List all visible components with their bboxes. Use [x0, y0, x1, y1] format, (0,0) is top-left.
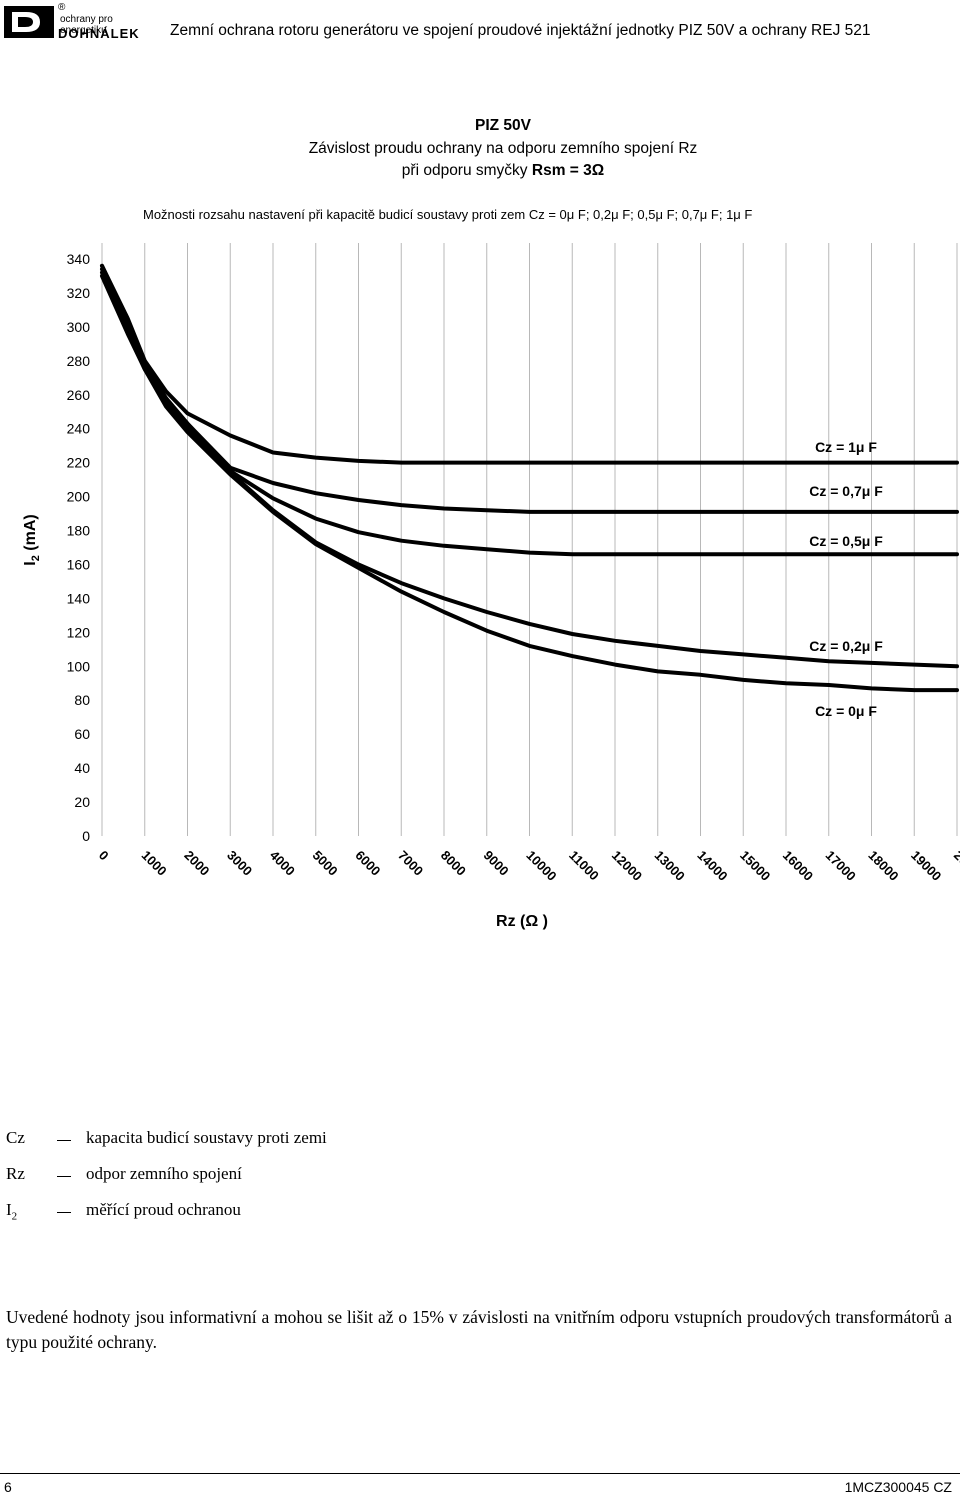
- series-label: Cz = 0,7μ F: [809, 483, 883, 499]
- document-title: Zemní ochrana rotoru generátoru ve spoje…: [170, 22, 871, 39]
- x-axis-label: Rz (Ω ): [496, 913, 548, 930]
- document-code: 1MCZ300045 CZ: [844, 1479, 952, 1495]
- logo-registered-mark: ®: [58, 2, 66, 13]
- x-tick-label: 0: [96, 848, 112, 864]
- page-number: 6: [4, 1479, 12, 1495]
- chart-x-ticks: 0 1000 2000 3000 4000 5000 6000 7000 8000 9000 100…: [96, 848, 960, 884]
- chart-y-ticks: 0 20 40 60 80 100 120 140 160 180 200 220 240 260 280 3…: [67, 251, 91, 844]
- chart-title-line1: PIZ 50V: [475, 117, 531, 134]
- y-tick-label: 120: [67, 624, 91, 640]
- x-tick-label: 18000: [865, 848, 901, 884]
- logo-tagline: ochrany pro energetiku: [60, 14, 113, 36]
- x-tick-label: 20000: [951, 848, 960, 884]
- disclaimer-note: Uvedené hodnoty jsou informativní a moho…: [6, 1307, 952, 1352]
- x-tick-label: 13000: [652, 848, 688, 884]
- x-tick-label: 12000: [609, 848, 645, 884]
- chart-title-line3-prefix: při odporu smyčky: [401, 162, 532, 179]
- chart-subtitle: Možnosti rozsahu nastavení při kapacitě …: [143, 207, 753, 222]
- logo-mark-icon: [4, 6, 54, 38]
- series-label: Cz = 0,5μ F: [809, 533, 883, 549]
- series-line: [100, 263, 959, 465]
- series-label: Cz = 0,2μ F: [809, 638, 883, 654]
- x-tick-label: 16000: [780, 848, 816, 884]
- y-tick-label: 160: [67, 556, 91, 572]
- chart-svg: Cz = 1μ F Cz = 0,7μ F Cz = 0,5μ F Cz = 0,2μ…: [22, 243, 960, 930]
- x-tick-label: 8000: [438, 848, 469, 879]
- legend-symbol-i2: I2: [6, 1200, 18, 1223]
- legend-symbol-cz: Cz: [6, 1128, 25, 1147]
- chart-series: [100, 263, 959, 693]
- footer-divider: [0, 1473, 960, 1474]
- company-logo: ® ochrany pro energetiku DOHNÁLEK: [4, 2, 154, 42]
- y-tick-label: 180: [67, 523, 91, 539]
- x-tick-label: 1000: [139, 848, 170, 879]
- chart-title-line3-bold: Rsm = 3Ω: [531, 162, 605, 179]
- series-label: Cz = 1μ F: [815, 439, 877, 455]
- y-tick-label: 260: [67, 387, 91, 403]
- y-tick-label: 80: [74, 692, 90, 708]
- y-tick-label: 220: [67, 455, 91, 471]
- x-tick-label: 7000: [395, 848, 426, 879]
- y-tick-label: 240: [67, 421, 91, 437]
- logo-brand: DOHNÁLEK: [58, 26, 140, 41]
- x-tick-label: 5000: [310, 848, 341, 879]
- x-tick-label: 9000: [481, 848, 512, 879]
- y-axis-label: I2 (mA): [22, 514, 42, 565]
- y-tick-label: 0: [82, 828, 90, 844]
- series-line: [100, 274, 959, 693]
- chart-title-line3: při odporu smyčky Rsm = 3Ω: [0, 162, 960, 180]
- legend-text-rz: odpor zemního spojení: [86, 1164, 242, 1183]
- legend-dash: [57, 1140, 71, 1141]
- series-line: [100, 270, 959, 669]
- legend-text-i2: měřící proud ochranou: [86, 1200, 241, 1219]
- page-header: ® ochrany pro energetiku DOHNÁLEK Zemní …: [0, 0, 960, 60]
- chart-title-line2: Závislost proudu ochrany na odporu zemní…: [308, 140, 698, 157]
- legend-dash: [57, 1212, 71, 1213]
- legend-text-cz: kapacita budicí soustavy proti zemi: [86, 1128, 327, 1147]
- y-tick-label: 320: [67, 285, 91, 301]
- x-tick-label: 10000: [523, 848, 559, 884]
- y-tick-label: 140: [67, 590, 91, 606]
- y-tick-label: 40: [74, 760, 90, 776]
- x-tick-label: 6000: [352, 848, 383, 879]
- legend-symbol-rz: Rz: [6, 1164, 25, 1183]
- y-tick-label: 300: [67, 319, 91, 335]
- y-tick-label: 280: [67, 353, 91, 369]
- chart-series-labels: Cz = 1μ F Cz = 0,7μ F Cz = 0,5μ F Cz = 0,2μ…: [809, 439, 883, 719]
- series-label: Cz = 0μ F: [815, 703, 877, 719]
- x-tick-label: 19000: [908, 848, 944, 884]
- y-tick-label: 60: [74, 726, 90, 742]
- x-tick-label: 17000: [823, 848, 859, 884]
- y-tick-label: 340: [67, 251, 91, 267]
- x-tick-label: 11000: [566, 848, 602, 884]
- x-tick-label: 2000: [181, 848, 212, 879]
- x-tick-label: 3000: [224, 848, 255, 879]
- legend-dash: [57, 1176, 71, 1177]
- y-tick-label: 200: [67, 489, 91, 505]
- x-tick-label: 4000: [267, 848, 298, 879]
- x-tick-label: 14000: [694, 848, 730, 884]
- y-tick-label: 20: [74, 794, 90, 810]
- x-tick-label: 15000: [737, 848, 773, 884]
- y-tick-label: 100: [67, 658, 91, 674]
